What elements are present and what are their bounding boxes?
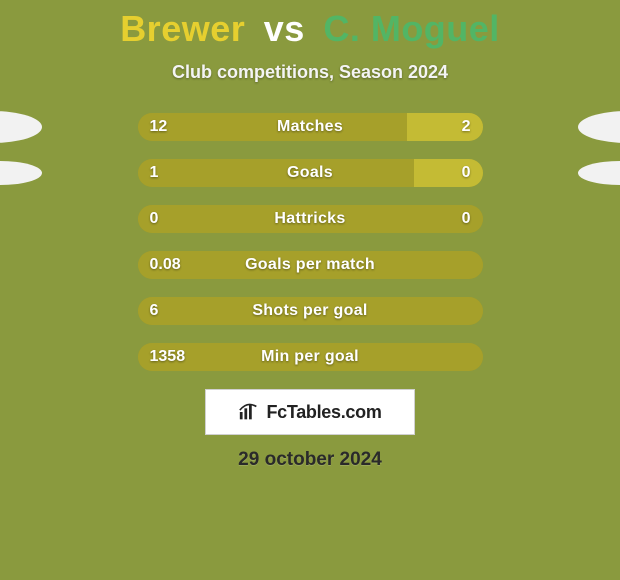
stat-label: Matches <box>138 113 483 141</box>
stat-label: Hattricks <box>138 205 483 233</box>
player2-name: C. Moguel <box>323 8 499 49</box>
subtitle: Club competitions, Season 2024 <box>0 62 620 83</box>
player2-photo-placeholder <box>578 111 620 143</box>
stat-row: 1358Min per goal <box>70 343 550 371</box>
stat-label: Goals <box>138 159 483 187</box>
brand-text: FcTables.com <box>266 402 381 423</box>
brand-logo-box[interactable]: FcTables.com <box>205 389 415 435</box>
chart-icon <box>238 401 260 423</box>
stat-label: Shots per goal <box>138 297 483 325</box>
stat-bar: 00Hattricks <box>138 205 483 233</box>
stat-bar: 6Shots per goal <box>138 297 483 325</box>
date-text: 29 october 2024 <box>0 449 620 471</box>
stat-row: 6Shots per goal <box>70 297 550 325</box>
stat-label: Min per goal <box>138 343 483 371</box>
stat-row: 122Matches <box>70 113 550 141</box>
stat-bar: 0.08Goals per match <box>138 251 483 279</box>
comparison-card: Brewer vs C. Moguel Club competitions, S… <box>0 0 620 580</box>
stats-container: 122Matches 10Goals 00Hattricks 0.08Goals pe… <box>70 113 550 371</box>
player2-photo-placeholder <box>578 161 620 185</box>
stat-row: 0.08Goals per match <box>70 251 550 279</box>
stat-bar: 10Goals <box>138 159 483 187</box>
player1-photo-placeholder <box>0 161 42 185</box>
player1-photo-placeholder <box>0 111 42 143</box>
stat-row: 10Goals <box>70 159 550 187</box>
stat-bar: 1358Min per goal <box>138 343 483 371</box>
page-title: Brewer vs C. Moguel <box>0 8 620 50</box>
stat-bar: 122Matches <box>138 113 483 141</box>
stat-label: Goals per match <box>138 251 483 279</box>
vs-text: vs <box>264 8 305 49</box>
stat-row: 00Hattricks <box>70 205 550 233</box>
player1-name: Brewer <box>120 8 245 49</box>
